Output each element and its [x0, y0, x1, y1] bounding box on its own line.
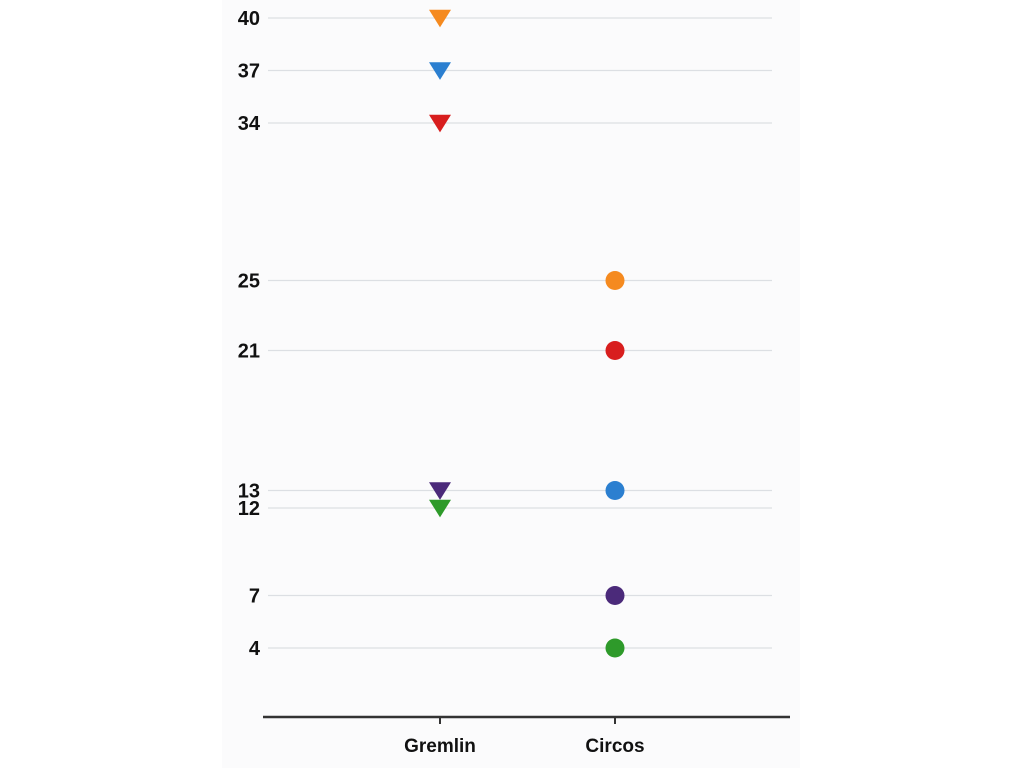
data-point-circle [605, 481, 625, 500]
x-tick-label: Circos [585, 736, 644, 757]
grid-layer [268, 17, 772, 649]
x-axis: Gremlin Circos [263, 715, 790, 757]
plot-background [222, 0, 800, 768]
data-point-circle [605, 341, 625, 360]
data-point-circle [605, 638, 625, 658]
data-point-circle [605, 271, 625, 290]
data-point-triangle [429, 114, 451, 133]
data-marks [429, 9, 625, 658]
data-point-triangle [429, 9, 451, 28]
x-tick-label: Gremlin [404, 736, 476, 757]
y-tick-label: 13 [238, 481, 260, 503]
data-point-circle [605, 586, 625, 605]
y-tick-label: 21 [238, 341, 260, 363]
y-tick-label: 25 [238, 271, 260, 293]
y-tick-label: 4 [249, 638, 261, 660]
y-tick-label: 7 [249, 586, 260, 608]
data-point-triangle [429, 482, 451, 500]
y-tick-label: 37 [238, 61, 260, 83]
data-point-triangle [429, 499, 451, 518]
y-tick-label: 40 [238, 8, 260, 30]
y-tick-label: 12 [238, 498, 260, 520]
data-point-triangle [429, 62, 451, 80]
y-tick-label: 34 [238, 113, 261, 135]
